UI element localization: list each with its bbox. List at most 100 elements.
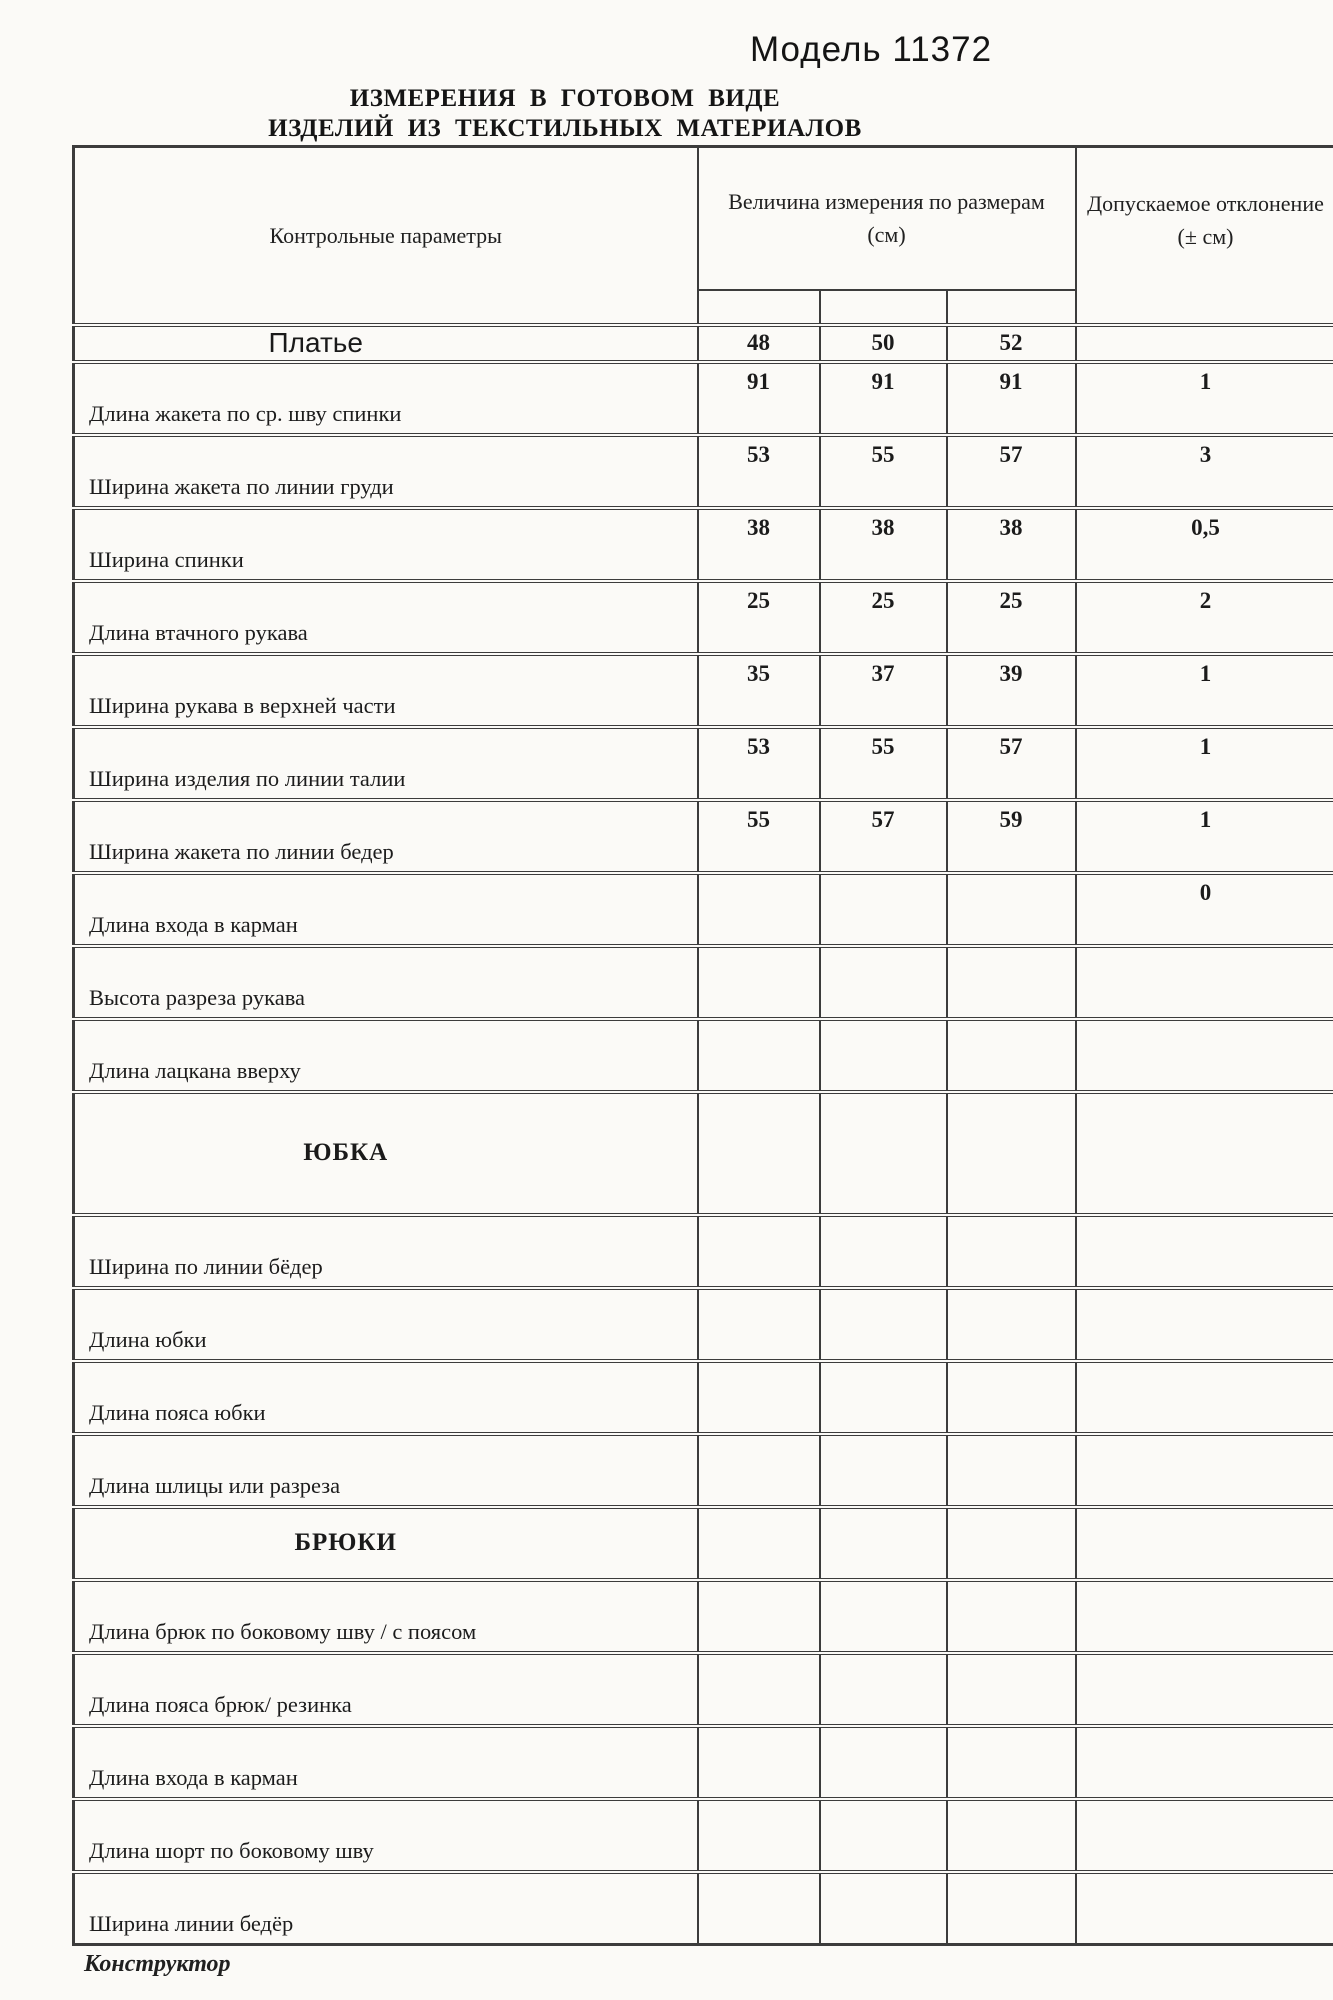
size-52-cell: 38 <box>945 505 1076 581</box>
size-50-cell: 55 <box>818 724 947 800</box>
table-row: Длина пояса брюк/ резинка <box>72 1650 1333 1726</box>
tolerance-cell <box>1074 1504 1333 1580</box>
param-label-cell: Длина лацкана вверху <box>72 1016 698 1092</box>
table-row: Длина лацкана вверху <box>72 1016 1333 1092</box>
param-label-cell: Ширина линии бедёр <box>72 1869 698 1945</box>
size-50-cell <box>818 870 947 946</box>
size-52-cell <box>945 1089 1076 1215</box>
table-row: Длина входа в карман 0 <box>72 870 1333 946</box>
size-50-cell <box>818 1431 947 1507</box>
size-48-cell: 25 <box>696 578 820 654</box>
size-52-cell <box>945 1796 1076 1872</box>
params-header-cell: Контрольные параметры <box>72 146 698 325</box>
table-row: Ширина по линии бёдер <box>72 1212 1333 1288</box>
table-row: Длина шорт по боковому шву <box>72 1796 1333 1872</box>
param-label-cell: Длина входа в карман <box>72 870 698 946</box>
tolerance-cell <box>1074 1796 1333 1872</box>
size-52-cell <box>945 1212 1076 1288</box>
table-row: Длина жакета по ср. шву спинки 91 91 91 … <box>72 359 1333 435</box>
size-50-cell <box>818 1650 947 1726</box>
size-50-cell <box>818 1089 947 1215</box>
param-label-cell: Длина пояса юбки <box>72 1358 698 1434</box>
size-50-cell <box>818 1869 947 1945</box>
size-50-cell <box>818 943 947 1019</box>
tolerance-cell: 3 <box>1074 432 1333 508</box>
measurement-table: Контрольные параметры Величина измерения… <box>72 145 1333 1946</box>
size-48-cell <box>696 870 820 946</box>
param-label-cell: Ширина по линии бёдер <box>72 1212 698 1288</box>
param-label-cell: Длина жакета по ср. шву спинки <box>72 359 698 435</box>
param-label-cell: Длина юбки <box>72 1285 698 1361</box>
size-52-cell <box>945 1723 1076 1799</box>
size-50-cell <box>818 1504 947 1580</box>
size-52-cell <box>945 1869 1076 1945</box>
size-50-cell: 38 <box>818 505 947 581</box>
tolerance-cell <box>1074 1212 1333 1288</box>
size-subheader-cell <box>818 288 947 325</box>
tolerance-cell: 1 <box>1074 651 1333 727</box>
size-48-cell <box>696 1869 820 1945</box>
param-label-cell: Ширина жакета по линии бедер <box>72 797 698 873</box>
size-52-cell: 39 <box>945 651 1076 727</box>
size-50-cell: 37 <box>818 651 947 727</box>
param-label-cell: Высота разреза рукава <box>72 943 698 1019</box>
size-50-header-cell: 50 <box>818 322 947 362</box>
size-52-cell <box>945 1431 1076 1507</box>
size-48-cell <box>696 1796 820 1872</box>
param-label-cell: Длина шорт по боковому шву <box>72 1796 698 1872</box>
size-48-cell: 91 <box>696 359 820 435</box>
tolerance-cell <box>1074 1723 1333 1799</box>
size-50-cell: 55 <box>818 432 947 508</box>
size-50-cell: 25 <box>818 578 947 654</box>
size-52-cell <box>945 1358 1076 1434</box>
param-label-cell: Длина пояса брюк/ резинка <box>72 1650 698 1726</box>
size-50-cell <box>818 1285 947 1361</box>
size-52-cell: 57 <box>945 724 1076 800</box>
size-48-cell: 55 <box>696 797 820 873</box>
size-52-cell <box>945 943 1076 1019</box>
size-48-cell <box>696 1016 820 1092</box>
size-48-cell: 53 <box>696 432 820 508</box>
size-48-cell <box>696 1089 820 1215</box>
param-label-cell: Длина брюк по боковому шву / с поясом <box>72 1577 698 1653</box>
tolerance-cell: 2 <box>1074 578 1333 654</box>
tolerance-cell: 0,5 <box>1074 505 1333 581</box>
size-subheader-cell <box>696 288 820 325</box>
tolerance-cell: 0 <box>1074 870 1333 946</box>
tolerance-cell: 1 <box>1074 724 1333 800</box>
table-header-row: Контрольные параметры Величина измерения… <box>72 146 1333 325</box>
title-line-2: ИЗДЕЛИЙ ИЗ ТЕКСТИЛЬНЫХ МАТЕРИАЛОВ <box>268 115 862 142</box>
param-label-cell: Ширина рукава в верхней части <box>72 651 698 727</box>
table-row: Ширина линии бедёр <box>72 1869 1333 1945</box>
size-50-cell: 57 <box>818 797 947 873</box>
param-label-cell: Длина входа в карман <box>72 1723 698 1799</box>
size-subheader-row <box>74 288 1333 325</box>
size-48-cell <box>696 1577 820 1653</box>
tolerance-cell <box>1074 943 1333 1019</box>
size-48-cell <box>696 1212 820 1288</box>
tolerance-cell <box>1074 1650 1333 1726</box>
size-subheader-cell <box>945 288 1076 325</box>
table-row: Длина юбки <box>72 1285 1333 1361</box>
param-label-cell: Ширина спинки <box>72 505 698 581</box>
designer-signature-label: Конструктор <box>84 1951 231 1977</box>
tolerance-cell <box>1074 1431 1333 1507</box>
size-52-cell <box>945 1504 1076 1580</box>
size-48-cell <box>696 1504 820 1580</box>
size-50-cell <box>818 1016 947 1092</box>
size-48-cell: 35 <box>696 651 820 727</box>
tolerance-cell <box>1074 1089 1333 1215</box>
sizes-header-cell: Величина измерения по размерам (см) <box>696 146 1076 290</box>
size-48-cell: 38 <box>696 505 820 581</box>
size-48-cell <box>696 1431 820 1507</box>
title-line-1: ИЗМЕРЕНИЯ В ГОТОВОМ ВИДЕ <box>349 85 781 112</box>
size-48-cell <box>696 1650 820 1726</box>
table-row: Длина втачного рукава 25 25 25 2 <box>72 578 1333 654</box>
section-label-cell: БРЮКИ <box>72 1504 698 1580</box>
size-48-cell <box>696 943 820 1019</box>
size-50-cell <box>818 1212 947 1288</box>
size-48-cell <box>696 1723 820 1799</box>
tolerance-cell <box>1074 1285 1333 1361</box>
size-52-cell <box>945 870 1076 946</box>
